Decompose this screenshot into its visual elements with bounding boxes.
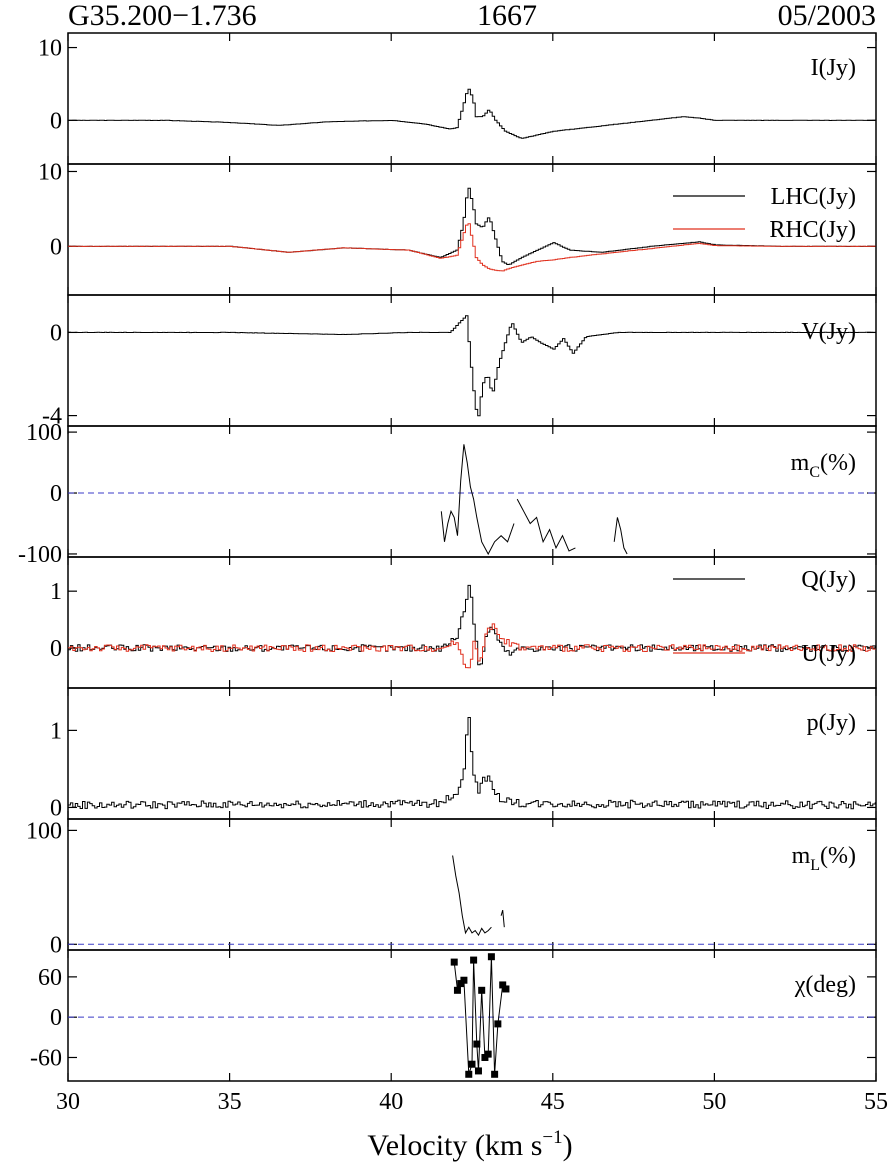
panel-frame [67, 294, 877, 427]
data-point [453, 986, 461, 994]
y-tick-label: 100 [26, 818, 62, 844]
data-point [468, 1060, 476, 1068]
panel-frame [67, 687, 877, 820]
panel-label: p(Jy) [807, 710, 856, 736]
data-point [474, 1067, 482, 1075]
panel-QU: 1 0 Q(Jy) U(Jy) [50, 556, 877, 689]
x-tick-label: 30 [56, 1089, 80, 1115]
x-axis-label: Velocity (km s−1) [367, 1127, 572, 1162]
y-tick-label: 60 [38, 965, 62, 991]
panel-label: V(Jy) [801, 319, 856, 345]
x-tick-label: 55 [864, 1089, 888, 1115]
series-segment [440, 444, 515, 556]
legend-label: Q(Jy) [801, 567, 856, 593]
legend-label: RHC(Jy) [769, 217, 856, 243]
data-point [494, 1020, 502, 1028]
y-tick-label: 10 [38, 159, 62, 185]
series-qjy [68, 584, 876, 666]
y-tick-label: 0 [50, 1005, 62, 1031]
series-segment [500, 909, 505, 928]
header-epoch: 05/2003 [778, 0, 876, 32]
series-segment [516, 498, 576, 552]
panel-LR: 10 0 LHC(Jy) RHC(Jy) [38, 159, 877, 296]
x-tick-label: 50 [702, 1089, 726, 1115]
y-tick-label: 0 [50, 234, 62, 260]
series-segment [613, 517, 628, 555]
panel-p: 1 0 p(Jy) [50, 687, 877, 821]
legend-label: U(Jy) [801, 641, 856, 667]
series-ujy [68, 623, 876, 669]
y-tick-label: 100 [26, 420, 62, 446]
panel-frame [67, 556, 877, 689]
data-point [491, 1070, 499, 1078]
panel-frame [67, 32, 877, 165]
panel-frame [67, 949, 877, 1082]
series-pjy [68, 717, 876, 810]
series-segment [452, 855, 492, 937]
panel-frame [67, 818, 877, 951]
y-tick-label: 0 [50, 932, 62, 958]
data-point [465, 1070, 473, 1078]
panel-V: 0 -4 V(Jy) [42, 294, 877, 430]
panel-frame [67, 163, 877, 296]
y-tick-label: 1 [50, 718, 62, 744]
series-line [453, 956, 507, 1075]
panel-mL: 100 0 mL(%) [26, 818, 877, 958]
x-tick-label: 35 [218, 1089, 242, 1115]
header-source: G35.200−1.736 [68, 0, 257, 32]
series-lhcjy [68, 187, 876, 265]
legend-label: LHC(Jy) [771, 184, 856, 210]
data-point [502, 985, 510, 993]
y-tick-label: -100 [18, 542, 62, 568]
x-tick-label: 40 [379, 1089, 403, 1115]
y-tick-label: 0 [50, 320, 62, 346]
data-point [499, 981, 507, 989]
data-point [484, 1050, 492, 1058]
data-point [460, 976, 468, 984]
y-tick-label: 1 [50, 579, 62, 605]
panel-label: mL(%) [792, 843, 856, 874]
y-tick-label: 0 [50, 795, 62, 821]
data-point [450, 958, 458, 966]
data-point [487, 953, 495, 961]
panel-I: 10 0 I(Jy) [38, 32, 877, 165]
data-point [470, 956, 478, 964]
panel-label: mC(%) [791, 450, 856, 481]
series-vjy [68, 315, 876, 417]
panel-label: I(Jy) [811, 55, 856, 81]
series-ijy [68, 88, 876, 139]
y-tick-label: -4 [42, 404, 62, 430]
data-point [478, 986, 486, 994]
panel-chi: 60 0 -60 χ(deg) 30 35 40 45 50 55 [30, 949, 888, 1115]
x-tick-label: 45 [541, 1089, 565, 1115]
y-tick-label: 10 [38, 36, 62, 62]
y-tick-label: -60 [30, 1045, 62, 1071]
y-tick-label: 0 [50, 108, 62, 134]
series-rhcjy [68, 223, 876, 272]
y-tick-label: 0 [50, 481, 62, 507]
panel-label: χ(deg) [794, 972, 856, 998]
panel-mc: 100 0 -100 mC(%) [18, 420, 877, 568]
header-frequency: 1667 [477, 0, 537, 32]
y-tick-label: 0 [50, 636, 62, 662]
data-point [473, 1040, 481, 1048]
